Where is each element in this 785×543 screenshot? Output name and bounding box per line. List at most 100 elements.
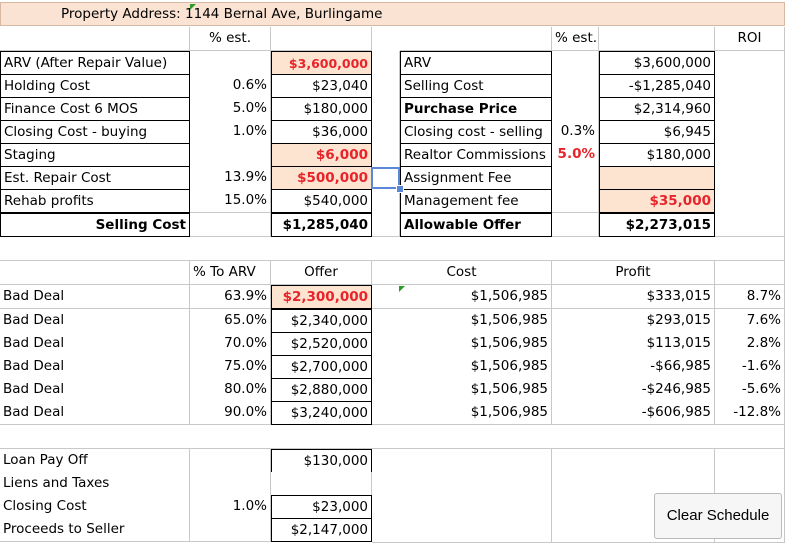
payoff-pct-3[interactable] bbox=[190, 518, 271, 542]
deal-roi-5[interactable]: -12.8% bbox=[715, 401, 785, 425]
left-label-5[interactable]: Est. Repair Cost bbox=[0, 166, 190, 190]
deal-profit-1[interactable]: $293,015 bbox=[552, 309, 715, 333]
payoff-pct-1[interactable] bbox=[190, 472, 271, 496]
deal-cost-2[interactable]: $1,506,985 bbox=[372, 332, 552, 356]
right-value-5[interactable] bbox=[599, 166, 715, 190]
deal-offer-5[interactable]: $3,240,000 bbox=[271, 401, 372, 425]
deal-label-0[interactable]: Bad Deal bbox=[0, 285, 190, 309]
left-pct-0[interactable] bbox=[190, 51, 271, 75]
payoff-value-0[interactable]: $130,000 bbox=[271, 449, 372, 473]
blank-row[interactable] bbox=[0, 237, 785, 261]
left-label-0[interactable]: ARV (After Repair Value) bbox=[0, 51, 190, 75]
left-value-4[interactable]: $6,000 bbox=[271, 143, 372, 167]
right-value-4[interactable]: $180,000 bbox=[599, 143, 715, 167]
right-label-1[interactable]: Selling Cost bbox=[400, 74, 552, 98]
clear-schedule-button[interactable]: Clear Schedule bbox=[654, 493, 782, 539]
deal-profit-5[interactable]: -$606,985 bbox=[552, 401, 715, 425]
left-label-1[interactable]: Holding Cost bbox=[0, 74, 190, 98]
cell[interactable] bbox=[271, 27, 372, 51]
deal-roi-2[interactable]: 2.8% bbox=[715, 332, 785, 356]
left-value-3[interactable]: $36,000 bbox=[271, 120, 372, 144]
payoff-label-1[interactable]: Liens and Taxes bbox=[0, 472, 190, 496]
deal-pct-4[interactable]: 80.0% bbox=[190, 378, 271, 402]
right-pct-2[interactable] bbox=[552, 97, 599, 121]
payoff-label-0[interactable]: Loan Pay Off bbox=[0, 449, 190, 473]
payoff-value-1[interactable] bbox=[271, 472, 372, 496]
deals-header-cost[interactable]: Cost bbox=[372, 261, 552, 285]
cell[interactable] bbox=[0, 261, 190, 285]
right-pct-5[interactable] bbox=[552, 166, 599, 190]
payoff-pct-0[interactable] bbox=[190, 449, 271, 473]
deal-cost-5[interactable]: $1,506,985 bbox=[372, 401, 552, 425]
deal-label-5[interactable]: Bad Deal bbox=[0, 401, 190, 425]
deals-header-offer[interactable]: Offer bbox=[271, 261, 372, 285]
right-label-6[interactable]: Management fee bbox=[400, 189, 552, 213]
deal-cost-1[interactable]: $1,506,985 bbox=[372, 309, 552, 333]
left-value-2[interactable]: $180,000 bbox=[271, 97, 372, 121]
left-label-6[interactable]: Rehab profits bbox=[0, 189, 190, 213]
left-pct-3[interactable]: 1.0% bbox=[190, 120, 271, 144]
header-pct-est-right[interactable]: % est. bbox=[552, 27, 599, 51]
left-label-4[interactable]: Staging bbox=[0, 143, 190, 167]
deal-cost-3[interactable]: $1,506,985 bbox=[372, 355, 552, 379]
cell[interactable] bbox=[372, 449, 552, 543]
deal-offer-0[interactable]: $2,300,000 bbox=[271, 285, 372, 309]
payoff-label-2[interactable]: Closing Cost bbox=[0, 495, 190, 519]
left-value-5[interactable]: $500,000 bbox=[271, 166, 372, 190]
left-pct-7[interactable] bbox=[190, 213, 271, 237]
deal-offer-2[interactable]: $2,520,000 bbox=[271, 332, 372, 356]
deal-cost-4[interactable]: $1,506,985 bbox=[372, 378, 552, 402]
left-value-7[interactable]: $1,285,040 bbox=[271, 213, 372, 237]
deal-offer-1[interactable]: $2,340,000 bbox=[271, 309, 372, 333]
fill-handle[interactable] bbox=[396, 185, 404, 193]
deal-profit-0[interactable]: $333,015 bbox=[552, 285, 715, 309]
left-label-2[interactable]: Finance Cost 6 MOS bbox=[0, 97, 190, 121]
cell[interactable] bbox=[0, 27, 190, 51]
right-value-7[interactable]: $2,273,015 bbox=[599, 213, 715, 237]
left-value-1[interactable]: $23,040 bbox=[271, 74, 372, 98]
header-pct-est-left[interactable]: % est. bbox=[190, 27, 271, 51]
deal-cost-0[interactable]: $1,506,985 bbox=[372, 285, 552, 309]
right-pct-6[interactable] bbox=[552, 189, 599, 213]
cell[interactable] bbox=[715, 51, 785, 237]
deal-roi-3[interactable]: -1.6% bbox=[715, 355, 785, 379]
right-pct-0[interactable] bbox=[552, 51, 599, 75]
right-pct-1[interactable] bbox=[552, 74, 599, 98]
right-value-3[interactable]: $6,945 bbox=[599, 120, 715, 144]
cell[interactable] bbox=[599, 27, 715, 51]
left-pct-2[interactable]: 5.0% bbox=[190, 97, 271, 121]
deal-pct-2[interactable]: 70.0% bbox=[190, 332, 271, 356]
cell[interactable] bbox=[715, 261, 785, 285]
right-value-6[interactable]: $35,000 bbox=[599, 189, 715, 213]
deal-roi-4[interactable]: -5.6% bbox=[715, 378, 785, 402]
deal-pct-3[interactable]: 75.0% bbox=[190, 355, 271, 379]
deal-profit-3[interactable]: -$66,985 bbox=[552, 355, 715, 379]
left-value-0[interactable]: $3,600,000 bbox=[271, 51, 372, 75]
payoff-value-2[interactable]: $23,000 bbox=[271, 495, 372, 519]
deal-profit-2[interactable]: $113,015 bbox=[552, 332, 715, 356]
right-value-0[interactable]: $3,600,000 bbox=[599, 51, 715, 75]
deal-label-1[interactable]: Bad Deal bbox=[0, 309, 190, 333]
right-label-3[interactable]: Closing cost - selling bbox=[400, 120, 552, 144]
left-pct-6[interactable]: 15.0% bbox=[190, 189, 271, 213]
payoff-label-3[interactable]: Proceeds to Seller bbox=[0, 518, 190, 542]
deal-pct-0[interactable]: 63.9% bbox=[190, 285, 271, 309]
left-pct-4[interactable] bbox=[190, 143, 271, 167]
deals-header-profit[interactable]: Profit bbox=[552, 261, 715, 285]
deal-label-2[interactable]: Bad Deal bbox=[0, 332, 190, 356]
right-label-7[interactable]: Allowable Offer bbox=[400, 213, 552, 237]
right-pct-3[interactable]: 0.3% bbox=[552, 120, 599, 144]
payoff-value-3[interactable]: $2,147,000 bbox=[271, 518, 372, 542]
right-label-4[interactable]: Realtor Commissions bbox=[400, 143, 552, 167]
left-label-3[interactable]: Closing Cost - buying bbox=[0, 120, 190, 144]
deal-pct-1[interactable]: 65.0% bbox=[190, 309, 271, 333]
deal-label-3[interactable]: Bad Deal bbox=[0, 355, 190, 379]
cell[interactable] bbox=[372, 51, 400, 237]
left-pct-1[interactable]: 0.6% bbox=[190, 74, 271, 98]
left-pct-5[interactable]: 13.9% bbox=[190, 166, 271, 190]
right-pct-7[interactable] bbox=[552, 213, 599, 237]
right-label-0[interactable]: ARV bbox=[400, 51, 552, 75]
right-label-2[interactable]: Purchase Price bbox=[400, 97, 552, 121]
selected-cell[interactable] bbox=[371, 167, 400, 189]
right-label-5[interactable]: Assignment Fee bbox=[400, 166, 552, 190]
